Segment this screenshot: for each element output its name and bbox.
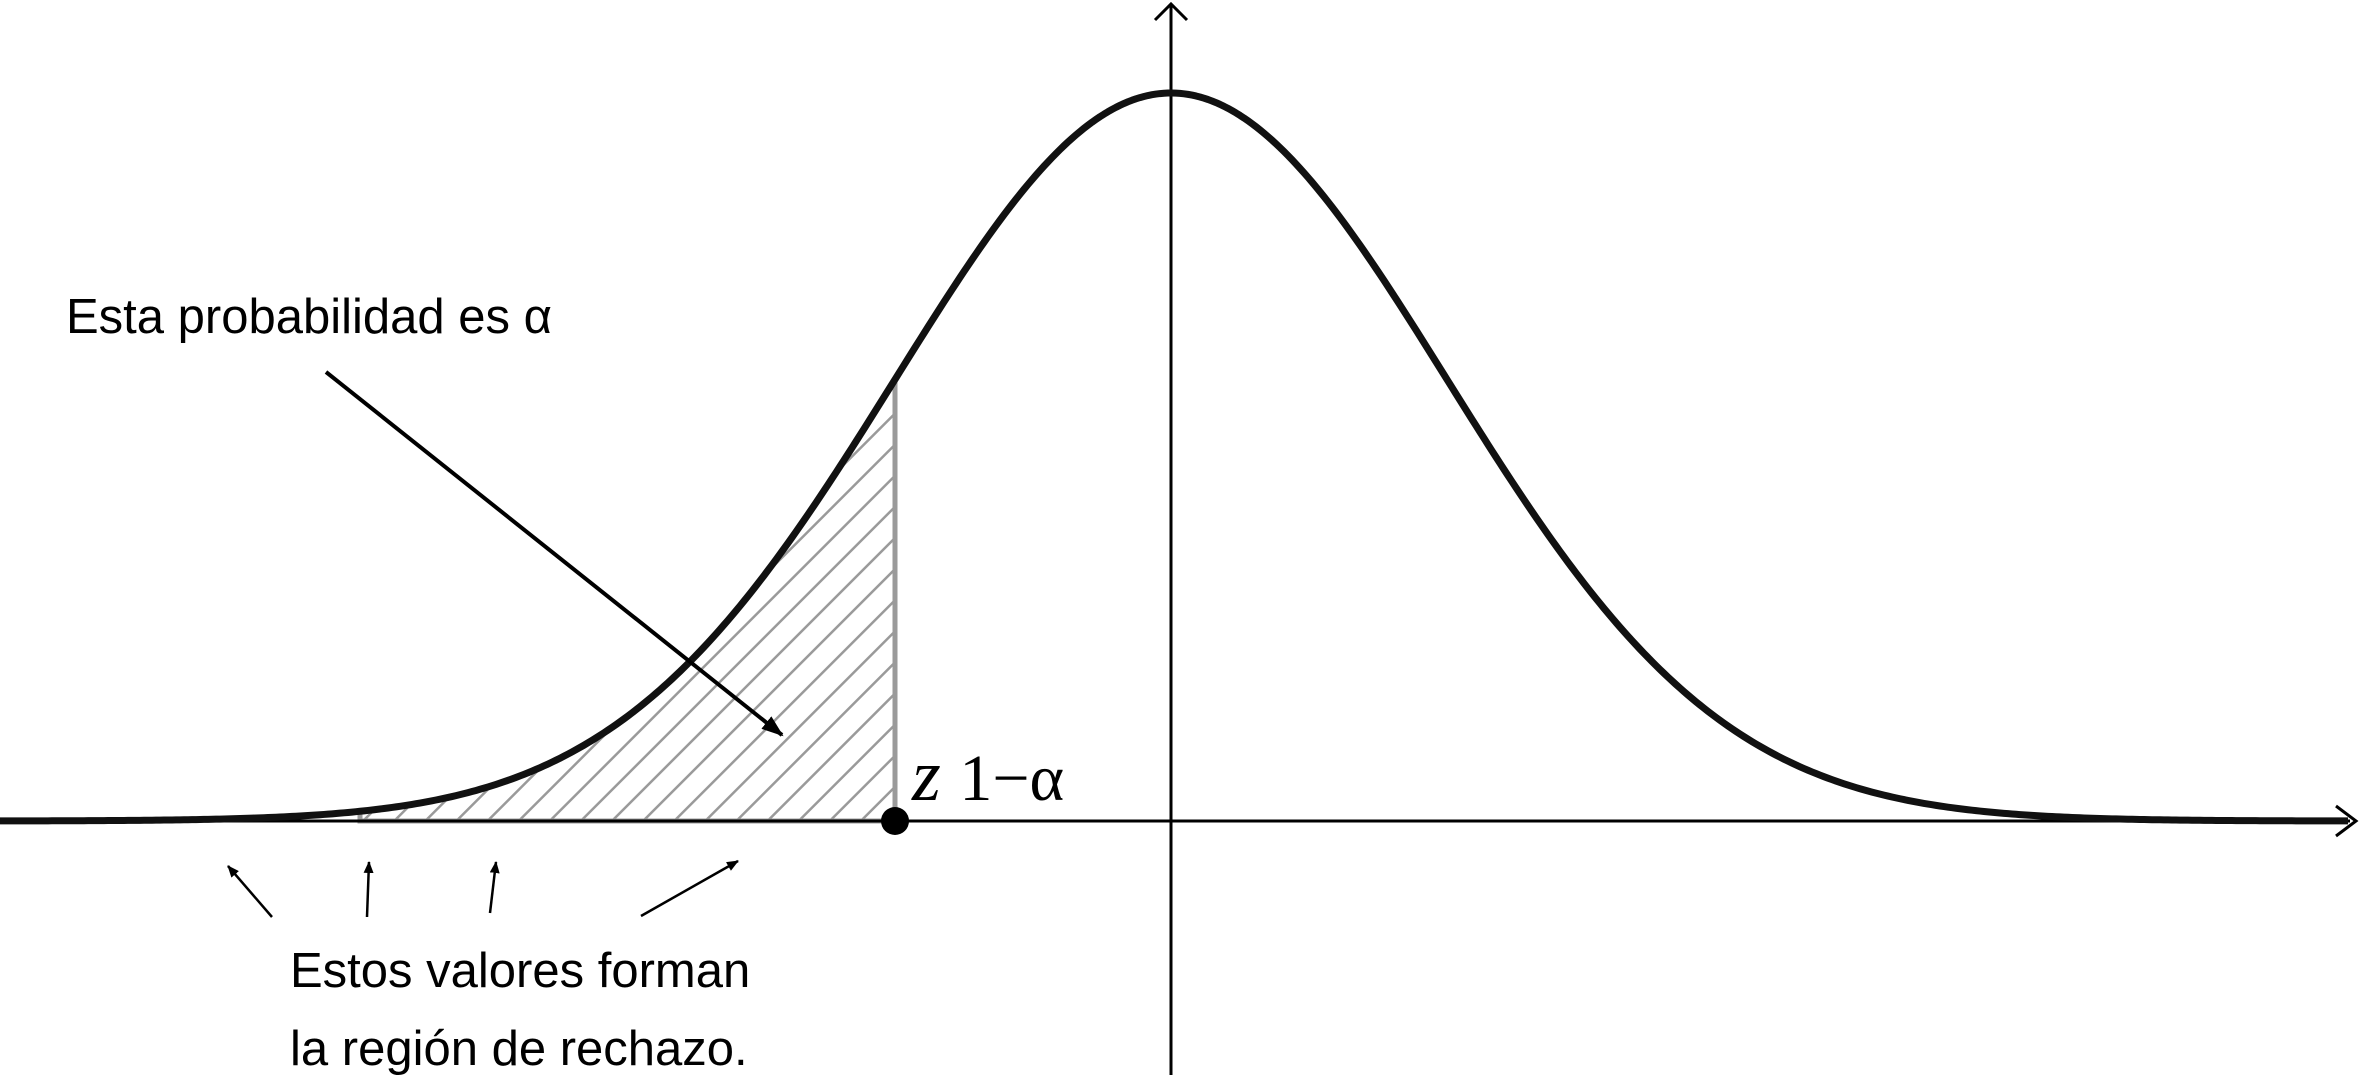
region-arrow-3 — [488, 861, 500, 914]
probability-pointer-arrow — [324, 370, 784, 737]
region-arrow-1 — [227, 865, 273, 918]
region-arrow-4 — [640, 859, 739, 918]
region-arrow-2 — [363, 861, 374, 918]
normal-curve — [0, 89, 2349, 825]
critical-value-label: z 1−α — [911, 735, 1064, 817]
probability-label: Esta probabilidad es α — [66, 290, 552, 344]
rejection-region-hatched — [357, 370, 898, 824]
critical-value-symbol: z — [911, 735, 941, 817]
y-axis-arrowhead — [1153, 1, 1189, 22]
critical-point-marker — [881, 807, 909, 835]
critical-value-subscript: 1−α — [959, 742, 1064, 815]
x-axis-arrowhead — [2335, 804, 2359, 838]
region-label-line1: Estos valores forman — [290, 944, 750, 998]
region-label-line2: la región de rechazo. — [290, 1022, 748, 1075]
